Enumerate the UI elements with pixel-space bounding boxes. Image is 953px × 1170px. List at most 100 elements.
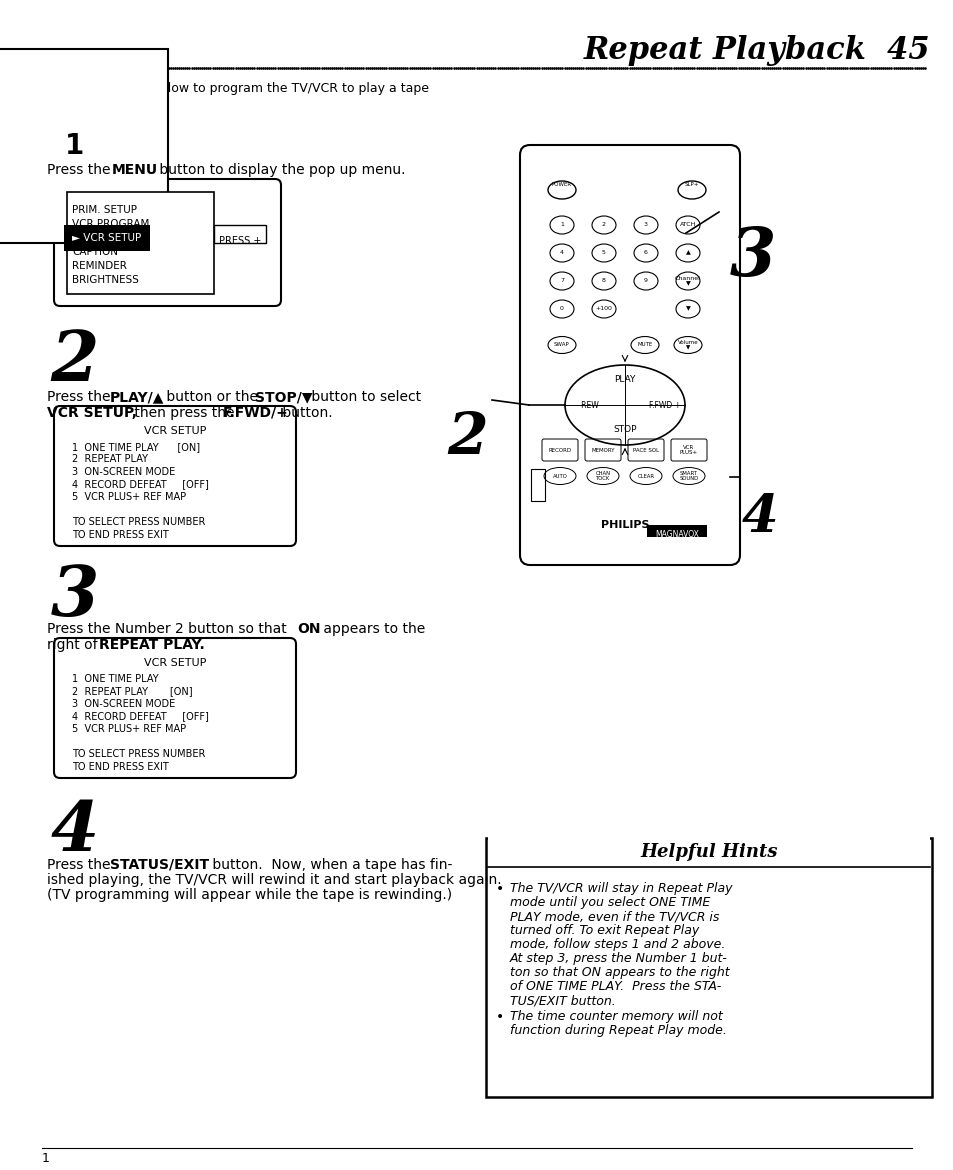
Text: The TV/VCR will stay in Repeat Play: The TV/VCR will stay in Repeat Play: [510, 882, 732, 895]
Text: VCR PROGRAM: VCR PROGRAM: [71, 219, 150, 229]
Text: F.FWD/+: F.FWD/+: [223, 406, 289, 420]
Text: ► VCR SETUP: ► VCR SETUP: [71, 233, 141, 243]
Text: (TV programming will appear while the tape is rewinding.): (TV programming will appear while the ta…: [47, 888, 452, 902]
FancyBboxPatch shape: [54, 638, 295, 778]
Text: The time counter memory will not: The time counter memory will not: [510, 1010, 722, 1023]
Text: 3: 3: [51, 563, 99, 631]
Text: button.  Now, when a tape has fin-: button. Now, when a tape has fin-: [208, 858, 452, 872]
Text: PACE SOL: PACE SOL: [632, 447, 659, 453]
Text: button to select: button to select: [307, 390, 420, 404]
Text: •: •: [496, 1010, 504, 1024]
Ellipse shape: [550, 216, 574, 234]
FancyBboxPatch shape: [670, 439, 706, 461]
Text: 4: 4: [741, 493, 778, 543]
Text: 1: 1: [66, 132, 85, 160]
Text: +100: +100: [595, 307, 612, 311]
Ellipse shape: [592, 245, 616, 262]
Text: mode until you select ONE TIME: mode until you select ONE TIME: [510, 896, 709, 909]
FancyBboxPatch shape: [54, 406, 295, 546]
Ellipse shape: [550, 245, 574, 262]
Text: TO SELECT PRESS NUMBER: TO SELECT PRESS NUMBER: [71, 749, 205, 759]
Text: 6: 6: [643, 250, 647, 255]
Text: SWAP: SWAP: [554, 343, 569, 347]
Text: 4: 4: [51, 798, 99, 866]
Text: appears to the: appears to the: [318, 622, 425, 636]
Text: CLEAR: CLEAR: [637, 474, 654, 479]
Text: button to display the pop up menu.: button to display the pop up menu.: [154, 163, 405, 177]
Text: Press the: Press the: [47, 858, 114, 872]
Text: ATCH: ATCH: [679, 222, 696, 227]
Text: STOP/▼: STOP/▼: [254, 390, 313, 404]
Text: TO END PRESS EXIT: TO END PRESS EXIT: [71, 762, 169, 771]
Ellipse shape: [676, 245, 700, 262]
Text: PRIM. SETUP: PRIM. SETUP: [71, 205, 137, 215]
Text: REPEAT PLAY.: REPEAT PLAY.: [99, 638, 205, 652]
Text: 2: 2: [447, 410, 488, 467]
Text: PLAY mode, even if the TV/VCR is: PLAY mode, even if the TV/VCR is: [510, 910, 719, 923]
Text: Helpful Hints: Helpful Hints: [639, 844, 777, 861]
Ellipse shape: [676, 216, 700, 234]
FancyBboxPatch shape: [584, 439, 620, 461]
Text: PHILIPS: PHILIPS: [600, 519, 649, 530]
Ellipse shape: [676, 271, 700, 290]
Ellipse shape: [547, 337, 576, 353]
Text: STATUS/EXIT: STATUS/EXIT: [110, 858, 209, 872]
Text: VCR SETUP,: VCR SETUP,: [47, 406, 137, 420]
FancyBboxPatch shape: [488, 837, 929, 865]
Text: Follow the steps below to program the TV/VCR to play a tape: Follow the steps below to program the TV…: [47, 82, 429, 95]
FancyBboxPatch shape: [485, 838, 931, 1097]
Ellipse shape: [592, 271, 616, 290]
Text: F.FWD +: F.FWD +: [648, 400, 680, 410]
Ellipse shape: [630, 337, 659, 353]
Text: MUTE: MUTE: [637, 343, 652, 347]
Ellipse shape: [634, 271, 658, 290]
Text: SMART
SOUND: SMART SOUND: [679, 470, 698, 481]
Text: 2  REPEAT PLAY       [ON]: 2 REPEAT PLAY [ON]: [71, 687, 193, 696]
Text: Channel
▼: Channel ▼: [675, 276, 700, 287]
Text: - REW: - REW: [575, 400, 598, 410]
Text: PLAY: PLAY: [614, 376, 635, 385]
Text: 0: 0: [559, 307, 563, 311]
Ellipse shape: [678, 181, 705, 199]
Text: REMINDER: REMINDER: [71, 261, 127, 271]
Text: 4: 4: [559, 250, 563, 255]
Text: over and over.: over and over.: [47, 97, 137, 110]
Ellipse shape: [592, 300, 616, 318]
Text: TO SELECT PRESS NUMBER: TO SELECT PRESS NUMBER: [71, 517, 205, 526]
Text: 1  ONE TIME PLAY: 1 ONE TIME PLAY: [71, 674, 158, 684]
Text: ▲: ▲: [685, 250, 690, 255]
Text: RECORD: RECORD: [548, 447, 571, 453]
Ellipse shape: [676, 300, 700, 318]
Text: 5  VCR PLUS+ REF MAP: 5 VCR PLUS+ REF MAP: [71, 724, 186, 734]
Text: 1: 1: [559, 222, 563, 227]
Text: PLAY/▲: PLAY/▲: [110, 390, 164, 404]
Text: TO END PRESS EXIT: TO END PRESS EXIT: [71, 530, 169, 539]
FancyBboxPatch shape: [541, 439, 578, 461]
Text: Press the: Press the: [47, 390, 114, 404]
Text: VCR
PLUS+: VCR PLUS+: [679, 445, 698, 455]
Text: 7: 7: [559, 278, 563, 283]
Text: MEMORY: MEMORY: [591, 447, 614, 453]
Ellipse shape: [672, 468, 704, 484]
Text: 3: 3: [729, 225, 776, 290]
Text: MENU: MENU: [112, 163, 158, 177]
Text: CAPTION: CAPTION: [71, 247, 118, 257]
Text: POWER: POWER: [552, 183, 572, 187]
FancyBboxPatch shape: [519, 145, 740, 565]
Text: ▼: ▼: [685, 307, 690, 311]
Text: button or the: button or the: [162, 390, 262, 404]
Ellipse shape: [550, 271, 574, 290]
Text: Volume
▼: Volume ▼: [677, 339, 698, 350]
Ellipse shape: [592, 216, 616, 234]
Text: 4  RECORD DEFEAT     [OFF]: 4 RECORD DEFEAT [OFF]: [71, 480, 209, 489]
Text: button.: button.: [277, 406, 333, 420]
Text: 4  RECORD DEFEAT     [OFF]: 4 RECORD DEFEAT [OFF]: [71, 711, 209, 722]
Text: ON: ON: [296, 622, 320, 636]
Text: 2  REPEAT PLAY: 2 REPEAT PLAY: [71, 454, 148, 464]
Text: MAGNAVOX: MAGNAVOX: [655, 530, 699, 539]
Text: 2: 2: [601, 222, 605, 227]
Text: 5  VCR PLUS+ REF MAP: 5 VCR PLUS+ REF MAP: [71, 493, 186, 502]
Ellipse shape: [547, 181, 576, 199]
Ellipse shape: [550, 300, 574, 318]
Ellipse shape: [634, 245, 658, 262]
